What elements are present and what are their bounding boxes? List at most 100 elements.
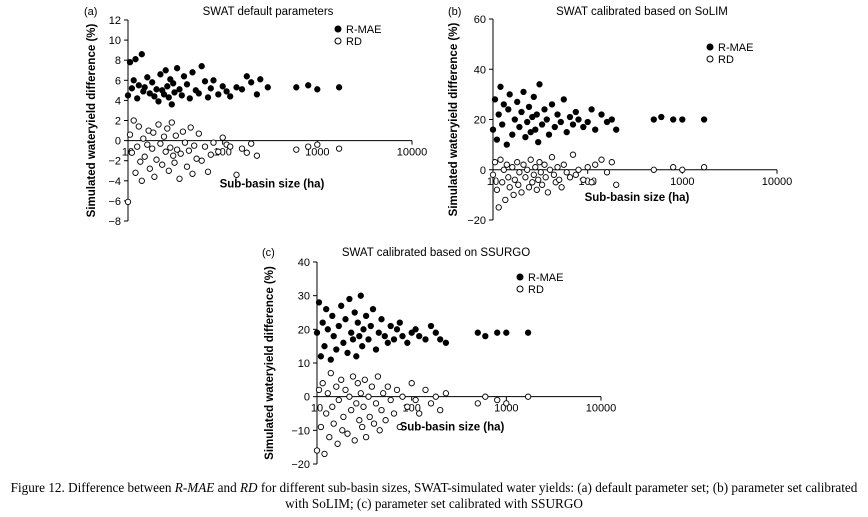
data-point-rd [132,169,139,176]
data-point-r-mae [128,85,136,92]
caption-mid: and [214,480,240,495]
data-point-rd [525,184,533,191]
data-point-r-mae [223,88,230,95]
caption-term-rmae: R-MAE [174,480,215,495]
data-point-rd [556,176,563,183]
data-point-rd [514,159,521,166]
data-point-r-mae [422,336,429,343]
data-point-rd [569,151,577,158]
data-point-rd [135,123,142,130]
data-point-rd [150,129,157,136]
data-point-r-mae [168,101,175,108]
data-point-rd [313,447,321,454]
data-point-rd [548,154,556,161]
data-point-r-mae [427,322,435,330]
caption-suffix: for different sub-basin sizes, SWAT-simu… [257,480,858,511]
data-point-r-mae [195,90,202,97]
data-point-rd [538,181,546,188]
data-point-r-mae [518,108,525,116]
data-point-rd [207,151,214,158]
data-point-rd [187,124,194,131]
data-point-r-mae [580,123,587,131]
data-point-r-mae [153,86,160,93]
data-point-r-mae [357,292,364,299]
data-point-rd [155,121,162,128]
data-point-r-mae [566,113,574,121]
data-point-r-mae [369,305,377,313]
data-point-rd [319,380,326,387]
data-point-r-mae [157,71,164,78]
series-r-mae [489,81,708,148]
data-point-rd [339,427,346,434]
data-point-r-mae [700,116,708,123]
data-point-rd [126,131,134,138]
data-point-rd [378,406,385,414]
data-point-r-mae [151,93,158,100]
data-point-rd [335,145,343,152]
data-point-r-mae [342,316,349,323]
data-point-r-mae [533,111,540,118]
data-point-r-mae [141,84,148,91]
legend-label: R-MAE [528,272,563,284]
data-point-r-mae [171,89,178,96]
data-point-r-mae [396,319,403,326]
caption-term-rd: RD [239,480,258,495]
data-point-rd [317,423,325,431]
data-point-rd [390,410,398,417]
data-point-rd [495,204,502,211]
data-point-r-mae [541,106,548,113]
data-point-rd [128,149,136,156]
data-point-r-mae [327,356,334,363]
data-point-r-mae [365,336,372,343]
data-point-rd [179,128,187,135]
data-point-rd [195,130,202,137]
data-point-r-mae [317,353,325,360]
data-point-r-mae [588,106,595,113]
data-point-r-mae [335,84,343,91]
data-point-r-mae [592,126,599,133]
data-point-rd [510,191,517,199]
y-tick-label: −20 [467,215,486,227]
y-tick-label: 60 [474,14,486,26]
data-point-rd [575,166,582,173]
series-r-mae [313,292,532,363]
data-point-rd [533,186,540,193]
data-point-rd [396,423,403,431]
data-point-rd [527,156,534,163]
data-point-r-mae [323,305,330,313]
data-point-rd [372,400,380,407]
data-point-r-mae [186,95,193,102]
y-tick-label: −6 [108,196,121,208]
data-point-rd [164,125,171,132]
data-point-r-mae [650,116,657,123]
data-point-r-mae [170,80,177,87]
data-point-rd [253,152,261,159]
data-point-r-mae [474,329,481,336]
data-point-rd [536,159,543,166]
data-point-r-mae [360,326,367,333]
y-tick-label: 40 [298,257,310,269]
data-point-r-mae [608,116,615,123]
data-point-r-mae [494,329,501,336]
data-point-rd [516,169,523,176]
data-point-rd [334,440,341,447]
data-point-r-mae [491,96,499,103]
data-point-r-mae [264,84,271,91]
data-point-r-mae [340,339,347,346]
legend-label: RD [346,36,362,48]
data-point-r-mae [557,118,564,126]
data-point-rd [584,164,591,171]
data-point-r-mae [293,84,300,91]
data-point-r-mae [135,82,142,89]
data-point-r-mae [330,332,337,340]
data-point-rd [157,140,164,147]
y-axis-label: Simulated wateryield difference (%) [448,23,460,217]
series-rd [124,117,343,206]
data-point-rd [159,161,166,168]
data-point-rd [293,146,300,153]
data-point-r-mae [189,69,196,76]
data-point-rd [603,169,611,176]
data-point-rd [149,145,156,152]
data-point-r-mae [658,113,665,121]
data-point-rd [140,135,147,142]
